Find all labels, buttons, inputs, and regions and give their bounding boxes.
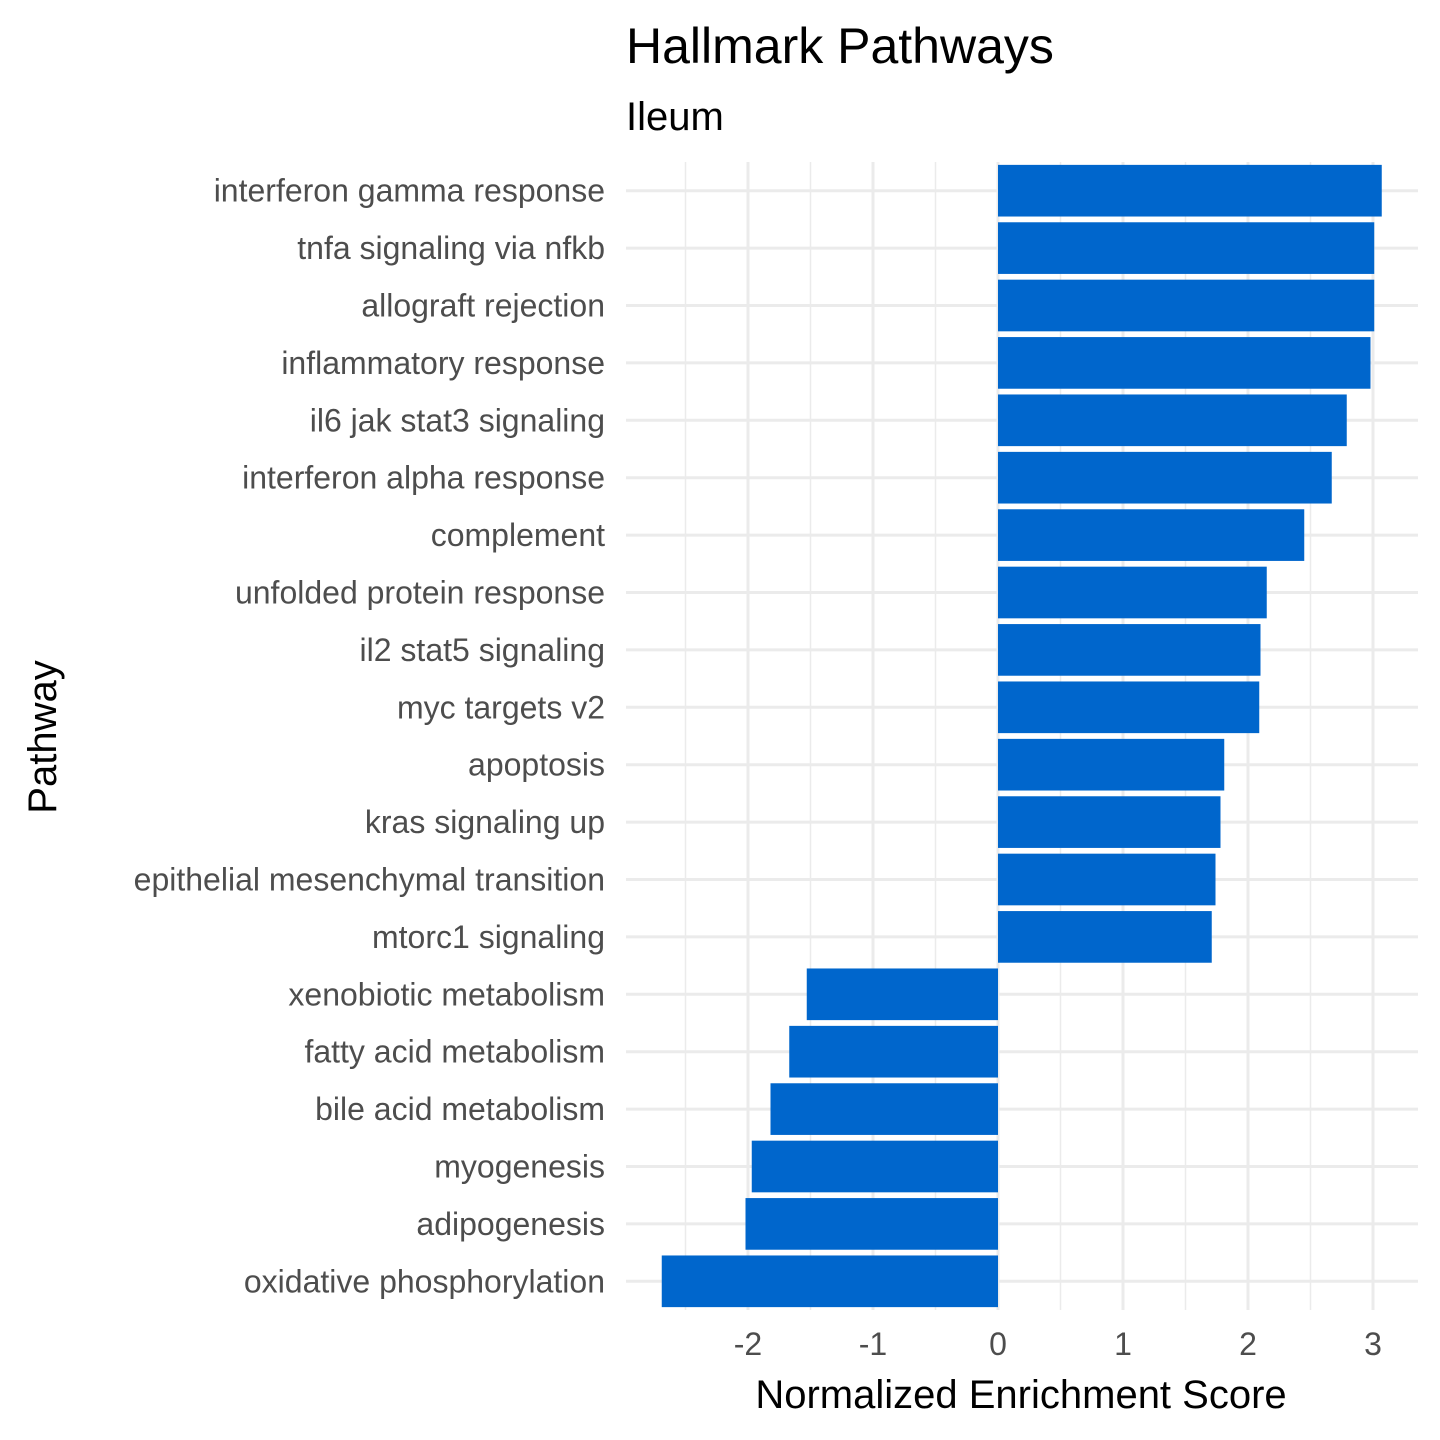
category-label: apoptosis (468, 747, 605, 783)
category-label: myc targets v2 (397, 689, 605, 725)
bar-18 (745, 1198, 998, 1250)
bar-14 (806, 968, 998, 1021)
category-label: bile acid metabolism (315, 1091, 605, 1127)
chart-subtitle: Ileum (626, 95, 724, 139)
bar-2 (998, 279, 1375, 332)
bar-19 (661, 1255, 998, 1308)
category-label: oxidative phosphorylation (244, 1263, 605, 1299)
category-label: fatty acid metabolism (304, 1034, 605, 1070)
bar-5 (998, 451, 1332, 504)
category-label: mtorc1 signaling (372, 919, 605, 955)
category-label: myogenesis (434, 1149, 605, 1185)
y-axis-title: Pathway (21, 660, 65, 813)
category-label: il2 stat5 signaling (360, 632, 605, 668)
category-label: epithelial mesenchymal transition (134, 862, 605, 898)
bar-0 (998, 164, 1382, 217)
category-label: interferon alpha response (242, 460, 605, 496)
category-label: unfolded protein response (235, 575, 605, 611)
bars (661, 164, 1382, 1308)
category-label: adipogenesis (416, 1206, 605, 1242)
category-label: inflammatory response (281, 345, 605, 381)
x-tick-labels: -2 -1 0 1 2 3 (734, 1326, 1382, 1362)
category-label: allograft rejection (361, 288, 605, 324)
x-tick-label: 3 (1364, 1326, 1382, 1362)
bar-12 (998, 853, 1216, 906)
bar-16 (770, 1083, 998, 1135)
bar-1 (998, 222, 1375, 274)
category-label: complement (431, 517, 605, 553)
category-label: kras signaling up (365, 804, 605, 840)
x-tick-label: -1 (859, 1326, 887, 1362)
bar-8 (998, 624, 1261, 676)
x-tick-label: 1 (1114, 1326, 1132, 1362)
x-tick-label: 0 (989, 1326, 1007, 1362)
category-labels: interferon gamma response tnfa signaling … (134, 173, 605, 1300)
bar-11 (998, 796, 1221, 848)
bar-15 (789, 1025, 998, 1078)
x-tick-label: -2 (734, 1326, 762, 1362)
bar-3 (998, 337, 1371, 389)
category-label: xenobiotic metabolism (288, 976, 605, 1012)
category-label: il6 jak stat3 signaling (310, 402, 605, 438)
x-axis-title: Normalized Enrichment Score (755, 1373, 1286, 1417)
bar-9 (998, 681, 1260, 734)
bar-6 (998, 509, 1305, 561)
category-label: interferon gamma response (214, 173, 605, 209)
bar-7 (998, 566, 1267, 619)
grid-lines (626, 162, 1418, 1310)
bar-4 (998, 394, 1347, 447)
bar-17 (751, 1140, 998, 1193)
chart-title: Hallmark Pathways (626, 18, 1054, 74)
bar-10 (998, 738, 1225, 791)
bar-13 (998, 911, 1212, 963)
category-label: tnfa signaling via nfkb (297, 230, 605, 266)
x-tick-label: 2 (1239, 1326, 1257, 1362)
